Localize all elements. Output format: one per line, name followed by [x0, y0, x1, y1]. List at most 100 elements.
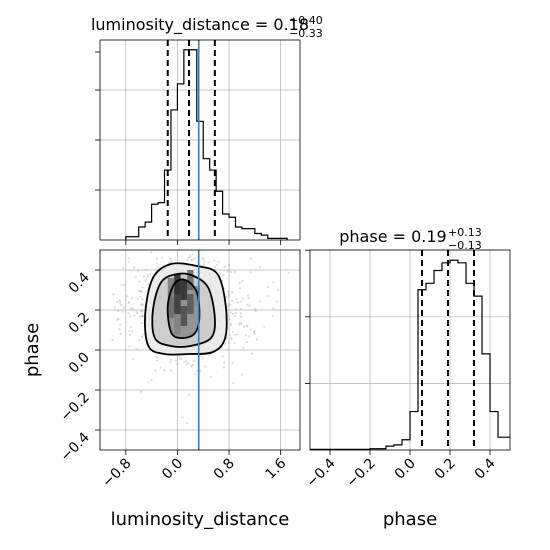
joint-density-sample-point	[224, 343, 227, 346]
joint-density-sample-point	[147, 283, 150, 286]
joint-density-sample-point	[116, 318, 119, 321]
joint-density-sample-point	[190, 258, 193, 261]
joint-density-sample-point	[250, 352, 254, 355]
joint-density-sample-point	[193, 257, 196, 260]
luminosity-distance-title: luminosity_distance = 0.18	[91, 15, 309, 35]
joint-density-sample-point	[220, 275, 223, 278]
phase-histogram-panel: phase = 0.19 +0.13 −0.13 −0.4 −0.2 0.0 0.2 0…	[303, 226, 511, 530]
joint-density-sample-point	[138, 290, 142, 293]
joint-density-sample-point	[233, 341, 236, 344]
joint-density-sample-point	[141, 286, 144, 289]
joint-density-sample-point	[236, 301, 240, 304]
joint-density-sample-point	[135, 310, 138, 313]
joint-density-ytick-label: −0.2	[57, 390, 92, 425]
joint-density-sample-point	[227, 294, 231, 298]
joint-density-sample-point	[252, 330, 255, 333]
joint-density-sample-point	[217, 260, 220, 263]
joint-density-sample-point	[138, 338, 141, 342]
joint-density-sample-point	[186, 258, 189, 261]
joint-density-sample-point	[226, 270, 229, 273]
joint-density-sample-point	[227, 263, 231, 266]
joint-density-sample-point	[203, 260, 206, 264]
joint-density-panel: −0.8 0.0 0.8 1.6 −0.4 −0.2 0.0 0.2 0.4 luminosi…	[22, 249, 301, 530]
joint-density-sample-point	[113, 306, 117, 309]
joint-density-sample-point	[232, 312, 235, 315]
joint-density-sample-point	[196, 370, 199, 373]
joint-density-sample-point	[163, 369, 166, 372]
joint-density-sample-point	[263, 325, 266, 328]
joint-density-sample-point	[215, 263, 218, 266]
joint-density-sample-point	[119, 332, 122, 336]
joint-density-sample-point	[227, 341, 230, 344]
joint-density-sample-point	[142, 275, 146, 278]
joint-density-sample-point	[146, 277, 149, 280]
joint-density-sample-point	[209, 354, 212, 357]
luminosity-distance-histogram-panel: luminosity_distance = 0.18 +0.40 −0.33	[91, 14, 323, 245]
joint-density-sample-point	[233, 314, 236, 318]
joint-density-sample-point	[144, 279, 147, 282]
joint-density-sample-point	[229, 303, 232, 306]
joint-density-sample-point	[271, 315, 274, 318]
joint-density-sample-point	[214, 268, 217, 271]
joint-density-sample-point	[122, 266, 125, 269]
joint-density-sample-point	[150, 378, 153, 382]
phase-x-axis-label: phase	[383, 509, 437, 530]
joint-density-sample-point	[240, 322, 243, 326]
phase-title-lower: −0.13	[448, 239, 482, 252]
joint-density-sample-point	[239, 300, 243, 303]
joint-density-sample-point	[210, 375, 213, 379]
joint-density-sample-point	[255, 338, 259, 341]
joint-density-sample-point	[229, 322, 232, 325]
joint-density-sample-point	[121, 310, 124, 313]
joint-density-sample-point	[148, 272, 152, 276]
joint-density-sample-point	[239, 312, 243, 315]
joint-density-sample-point	[230, 270, 233, 274]
joint-density-sample-point	[147, 381, 150, 384]
joint-density-sample-point	[186, 422, 189, 425]
joint-density-sample-point	[141, 336, 144, 339]
joint-density-sample-point	[129, 307, 133, 310]
joint-density-core-cell	[174, 274, 181, 294]
joint-density-sample-point	[135, 347, 138, 351]
joint-density-sample-point	[133, 266, 136, 269]
joint-density-sample-point	[220, 346, 224, 349]
joint-density-sample-point	[140, 335, 143, 338]
joint-density-sample-point	[253, 332, 256, 335]
joint-density-sample-point	[272, 307, 275, 310]
joint-density-sample-point	[187, 361, 190, 365]
joint-density-sample-point	[246, 294, 249, 297]
joint-density-sample-point	[133, 314, 136, 317]
joint-density-sample-point	[231, 362, 234, 365]
joint-density-core-cell	[180, 306, 188, 326]
joint-density-sample-point	[222, 273, 225, 276]
joint-density-sample-point	[190, 364, 193, 367]
joint-density-sample-point	[169, 257, 172, 260]
joint-density-sample-point	[258, 300, 261, 303]
joint-density-sample-point	[155, 356, 159, 359]
luminosity-distance-title-lower: −0.33	[289, 27, 323, 40]
joint-density-sample-point	[201, 357, 204, 360]
joint-density-sample-point	[139, 289, 142, 293]
joint-density-sample-point	[155, 359, 159, 362]
joint-density-sample-point	[129, 326, 133, 329]
joint-density-sample-point	[155, 262, 158, 265]
joint-density-sample-point	[121, 284, 124, 287]
joint-density-sample-point	[142, 333, 145, 336]
joint-density-sample-point	[202, 258, 205, 261]
joint-density-sample-point	[138, 280, 141, 283]
joint-density-sample-point	[246, 303, 249, 306]
joint-density-sample-point	[231, 299, 234, 303]
joint-density-sample-point	[232, 381, 235, 385]
joint-density-sample-point	[221, 355, 224, 358]
phase-histogram-xtick-label: 0.0	[392, 456, 419, 483]
joint-density-core-cell	[193, 286, 200, 306]
joint-density-ytick-label: −0.4	[57, 429, 92, 464]
joint-density-sample-point	[140, 390, 143, 393]
joint-density-sample-point	[259, 266, 262, 269]
joint-density-sample-point	[245, 340, 248, 344]
joint-density-sample-point	[159, 366, 162, 369]
joint-density-sample-point	[154, 369, 157, 372]
joint-density-contour	[166, 278, 201, 339]
joint-density-sample-point	[191, 252, 194, 256]
